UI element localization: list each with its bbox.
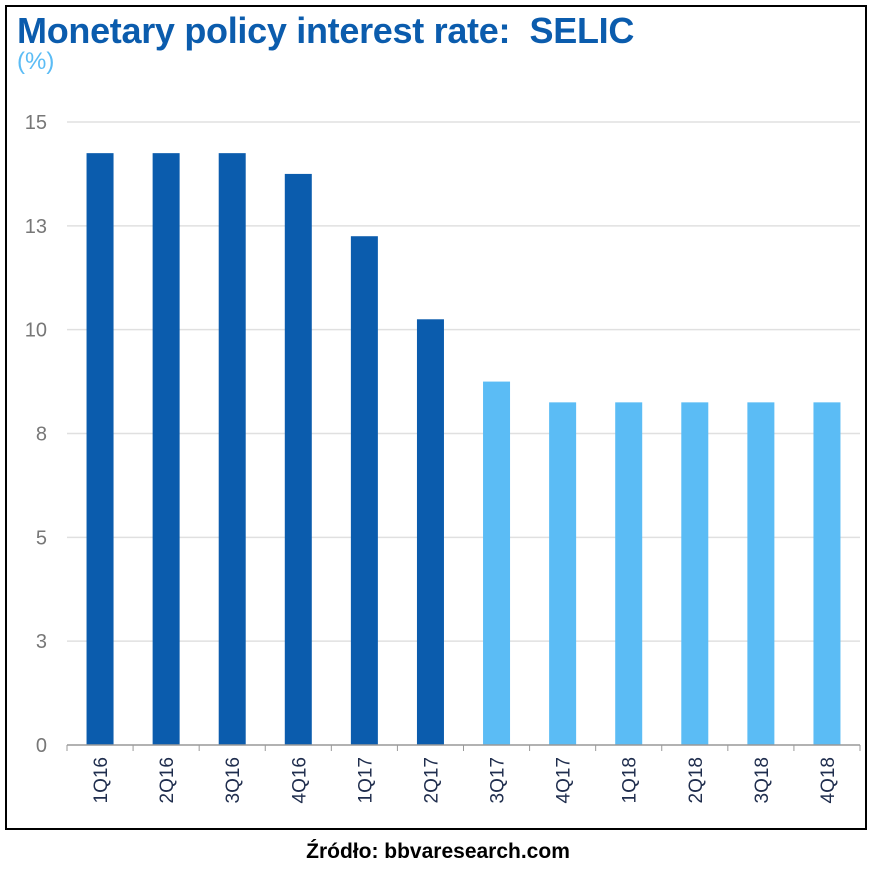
y-axis-unit: (%) bbox=[17, 48, 55, 75]
bar-2Q18 bbox=[681, 402, 709, 745]
x-tick-label: 1Q16 bbox=[91, 757, 112, 803]
x-tick-label: 3Q17 bbox=[488, 757, 509, 803]
bar-3Q17 bbox=[483, 381, 511, 745]
bar-2Q17 bbox=[416, 319, 444, 745]
x-tick-label: 4Q18 bbox=[818, 757, 839, 803]
bar-3Q18 bbox=[747, 402, 775, 745]
chart-title: Monetary policy interest rate: SELIC bbox=[17, 10, 635, 51]
bar-4Q16 bbox=[284, 173, 312, 745]
bar-4Q17 bbox=[549, 402, 577, 745]
x-tick-label: 3Q16 bbox=[223, 757, 244, 803]
bar-1Q16 bbox=[86, 153, 114, 745]
y-tick-label: 0 bbox=[36, 735, 47, 757]
x-tick-label: 1Q18 bbox=[620, 757, 641, 803]
y-tick-label: 13 bbox=[25, 216, 47, 238]
y-tick-label: 8 bbox=[36, 424, 47, 446]
chart-frame bbox=[5, 5, 867, 830]
bar-1Q17 bbox=[350, 236, 378, 745]
y-tick-label: 3 bbox=[36, 631, 47, 653]
source-caption: Źródło: bbvaresearch.com bbox=[306, 840, 570, 863]
x-tick-label: 2Q17 bbox=[421, 757, 442, 803]
y-tick-label: 15 bbox=[25, 112, 47, 134]
bar-2Q16 bbox=[152, 153, 180, 745]
x-tick-label: 4Q16 bbox=[289, 757, 310, 803]
x-tick-label: 3Q18 bbox=[752, 757, 773, 803]
bar-1Q18 bbox=[615, 402, 643, 745]
y-tick-label: 10 bbox=[25, 320, 47, 342]
x-tick-label: 2Q16 bbox=[157, 757, 178, 803]
bar-4Q18 bbox=[813, 402, 841, 745]
x-tick-label: 4Q17 bbox=[554, 757, 575, 803]
x-tick-label: 2Q18 bbox=[686, 757, 707, 803]
x-tick-label: 1Q17 bbox=[355, 757, 376, 803]
bar-3Q16 bbox=[218, 153, 246, 745]
y-tick-label: 5 bbox=[36, 527, 47, 549]
